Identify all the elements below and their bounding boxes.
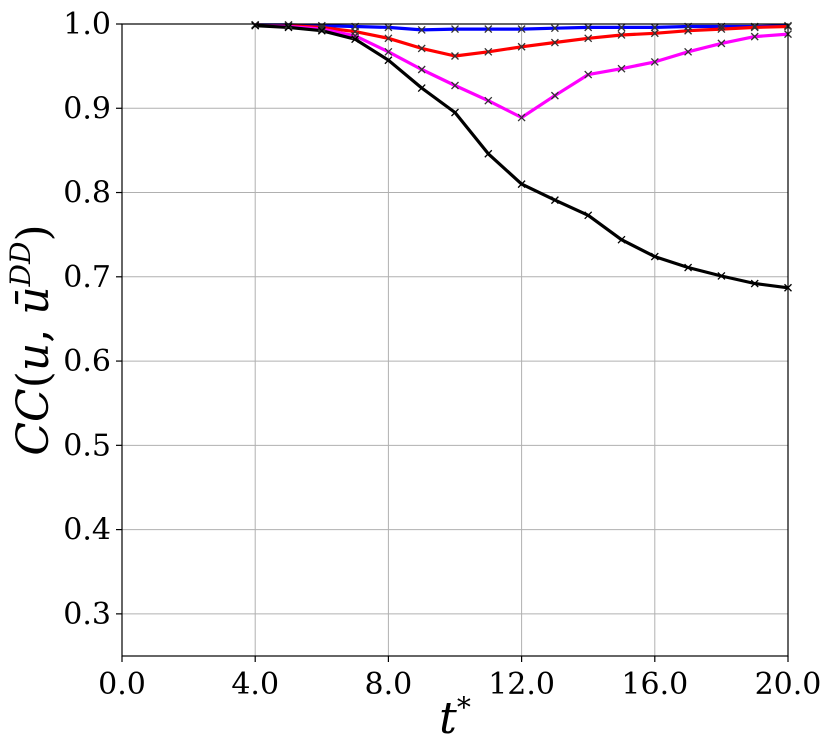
data-point (484, 25, 493, 34)
data-point (584, 70, 593, 79)
data-point (284, 23, 293, 32)
data-point (251, 21, 260, 30)
data-point (584, 23, 593, 32)
data-point (451, 25, 459, 34)
y-tick-label: 0.3 (63, 597, 111, 632)
data-point (351, 35, 360, 44)
data-point (517, 42, 526, 51)
data-point (417, 84, 426, 93)
y-tick-label: 0.8 (63, 176, 111, 211)
data-point (717, 25, 726, 34)
y-tick-label: 0.4 (63, 513, 111, 548)
data-point (417, 65, 426, 74)
data-point (684, 263, 693, 272)
y-tick-label: 0.5 (63, 428, 111, 463)
x-tick-label: 0.0 (98, 667, 146, 702)
data-point (384, 47, 393, 56)
y-axis-label: CC(u, ūDD) (4, 224, 59, 455)
data-point (517, 113, 526, 122)
data-point (750, 23, 759, 32)
data-point (617, 64, 626, 73)
data-point (517, 180, 526, 189)
data-point (417, 25, 426, 34)
data-point (650, 57, 659, 66)
data-point (317, 23, 326, 32)
grid-lines (121, 23, 789, 656)
data-point (484, 149, 493, 158)
data-point (451, 52, 459, 60)
data-point (550, 196, 559, 205)
x-tick-label: 8.0 (365, 667, 413, 702)
y-tick-label: 0.7 (63, 260, 111, 295)
x-tick-label: 12.0 (488, 667, 555, 702)
data-point (617, 30, 626, 39)
x-tick-label: 4.0 (231, 667, 279, 702)
y-tick-label: 0.6 (63, 344, 111, 379)
data-point (684, 26, 693, 35)
data-point (550, 24, 559, 33)
data-point (451, 108, 459, 117)
data-point (684, 47, 693, 56)
data-point (750, 32, 759, 41)
plot-frame (121, 23, 789, 657)
data-point (484, 96, 493, 105)
data-point (617, 23, 626, 32)
data-point (717, 39, 726, 48)
x-axis-label: t* (439, 691, 471, 744)
x-tick-label: 20.0 (755, 667, 822, 702)
axis-ticks: 0.0 4.0 8.0 12.0 16.0 20.0 0.3 0.4 0.5 0.6 0.7 0.8 0… (63, 7, 821, 702)
data-point (650, 29, 659, 38)
data-point (484, 47, 493, 56)
data-point (384, 56, 393, 65)
x-tick-label: 16.0 (621, 667, 688, 702)
data-point (717, 271, 726, 280)
data-point (384, 23, 393, 32)
data-point (417, 44, 426, 53)
data-point (517, 25, 526, 34)
axis-labels: t* CC(u, ūDD) (4, 224, 471, 744)
data-point (584, 211, 593, 220)
data-point (317, 25, 326, 34)
data-point (384, 34, 393, 43)
data-point (317, 26, 326, 35)
data-point (584, 34, 593, 43)
y-tick-label: 0.9 (63, 91, 111, 126)
data-point (617, 235, 626, 244)
data-point (351, 31, 360, 40)
data-point (550, 91, 559, 100)
data-point (650, 252, 659, 261)
data-point (550, 38, 559, 47)
y-tick-label: 1.0 (63, 7, 111, 42)
data-point (650, 23, 659, 32)
data-point (750, 279, 759, 288)
data-point (451, 81, 459, 90)
